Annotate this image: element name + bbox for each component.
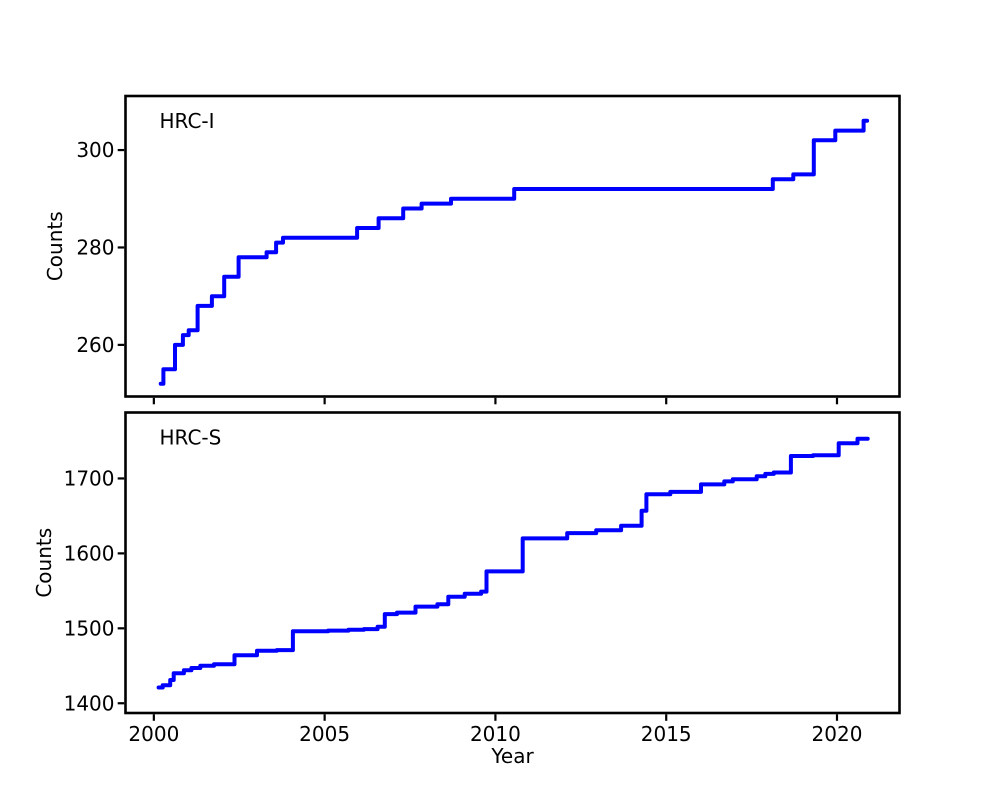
hrc-s-x-tick-label: 2010 [470, 722, 521, 746]
hrc-s-axes-frame [124, 411, 901, 715]
hrc-i-y-axis-label: Counts [43, 211, 67, 281]
hrc-s-y-tick-label: 1600 [64, 541, 115, 565]
hrc-s-y-tick-label: 1700 [64, 466, 115, 490]
hrc-s-y-axis-label: Counts [32, 528, 56, 598]
hrc-i-axes-frame [124, 94, 901, 398]
hrc-s-x-tick-label: 2000 [128, 722, 179, 746]
hrc-i-y-tick-label: 280 [76, 235, 114, 259]
hrc-s-y-tick-label: 1400 [64, 691, 115, 715]
hrc-s-annotation-label: HRC-S [160, 426, 222, 450]
hrc-i-y-tick-label: 260 [76, 333, 114, 357]
hrc-s-y-tick-label: 1500 [64, 616, 115, 640]
hrc-s-x-tick-label: 2005 [299, 722, 350, 746]
hrc-i-y-tick-label: 300 [76, 138, 114, 162]
hrc-i-annotation-label: HRC-I [160, 109, 215, 133]
hrc-i-series-line [158, 118, 870, 386]
hrc-s-x-tick-label: 2020 [812, 722, 863, 746]
hrc-s-series-line [156, 436, 870, 690]
hrc-s-x-axis-label: Year [490, 744, 534, 768]
hrc-s-x-tick-label: 2015 [641, 722, 692, 746]
